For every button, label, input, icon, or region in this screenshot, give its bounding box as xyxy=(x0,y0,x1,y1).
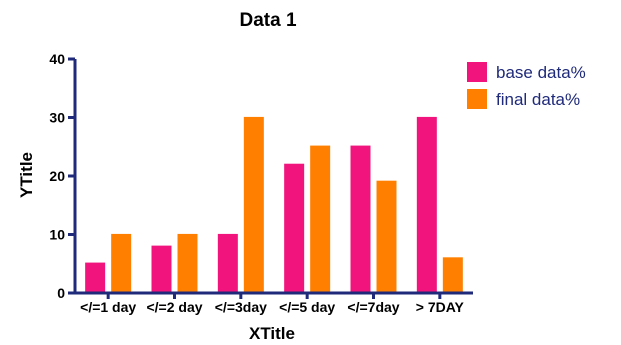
y-tick-label: 0 xyxy=(57,285,65,301)
y-tick-label: 10 xyxy=(49,227,65,243)
bar xyxy=(416,116,437,292)
bar xyxy=(243,116,264,292)
legend-label: final data% xyxy=(496,90,580,109)
plot-area: 0 10 20 30 40 </=1 day </=2 day </=3day </=5 day… xyxy=(49,51,473,315)
bar xyxy=(111,233,132,292)
y-tick-label: 20 xyxy=(49,168,65,184)
x-tick-label: </=7day xyxy=(347,299,399,315)
y-tick-label: 40 xyxy=(49,51,65,67)
x-tick-label: </=5 day xyxy=(279,299,335,315)
bar xyxy=(85,262,106,292)
bar xyxy=(284,163,305,292)
y-tick-label: 30 xyxy=(49,110,65,126)
bar xyxy=(177,233,198,292)
legend-label: base data% xyxy=(496,63,586,82)
x-tick-label: </=3day xyxy=(215,299,267,315)
x-tick-label: </=2 day xyxy=(146,299,202,315)
legend-swatch xyxy=(467,89,487,109)
bar xyxy=(310,145,331,292)
bar xyxy=(376,180,397,292)
bar xyxy=(151,245,172,292)
legend: base data% final data% xyxy=(467,62,586,109)
x-tick-label: </=1 day xyxy=(80,299,136,315)
legend-swatch xyxy=(467,62,487,82)
x-tick-label: > 7DAY xyxy=(416,299,465,315)
y-axis-title: YTitle xyxy=(17,152,36,198)
x-axis-title: XTitle xyxy=(249,324,295,343)
chart-title: Data 1 xyxy=(239,10,296,31)
bar xyxy=(217,233,238,292)
bar xyxy=(442,257,463,292)
bar xyxy=(350,145,371,292)
